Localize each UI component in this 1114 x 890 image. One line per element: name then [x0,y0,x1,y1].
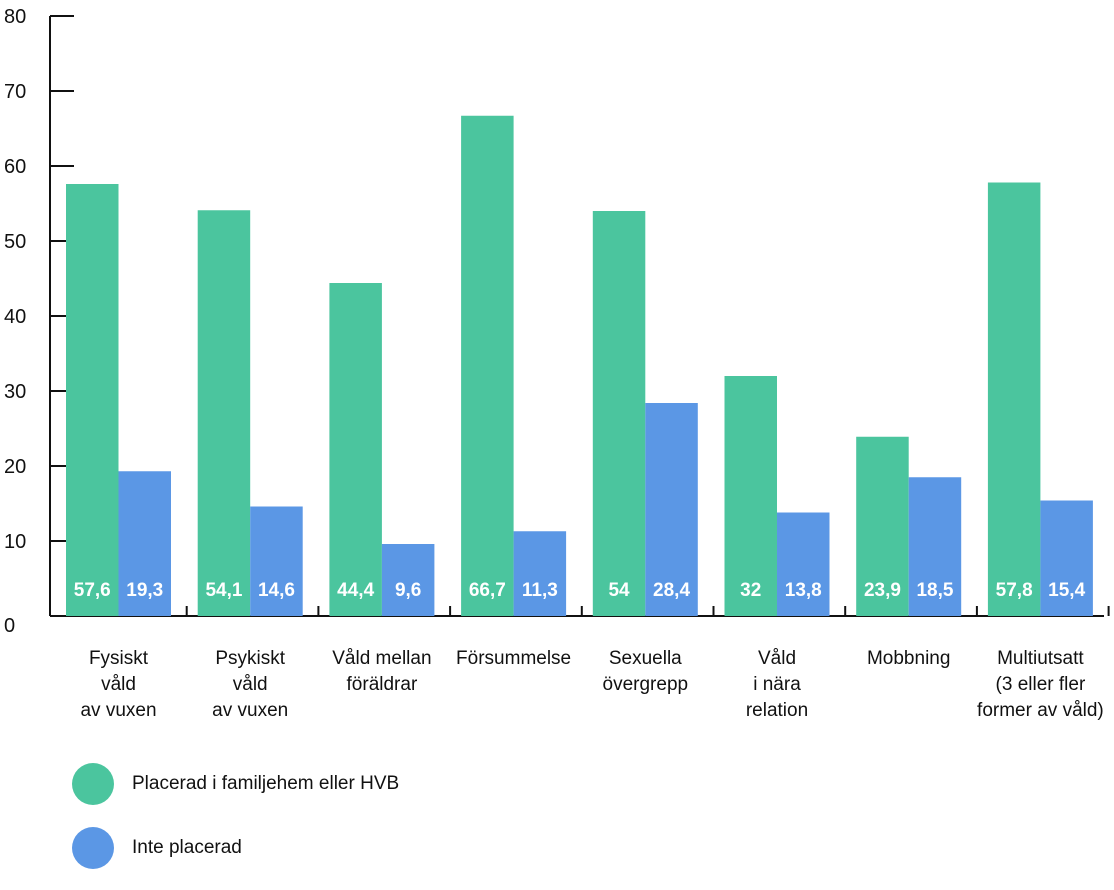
bar-inte-placerad-0 [118,471,171,616]
bar-inte-placerad-7 [1040,500,1093,616]
data-label: 11,3 [522,580,558,601]
legend-item-inte-placerad: Inte placerad [72,826,399,870]
bar-inte-placerad-4 [645,403,698,616]
category-label: våld [233,674,268,695]
legend-label-placerad: Placerad i familjehem eller HVB [132,773,400,794]
data-label: 54 [608,580,630,601]
y-tick-label: 40 [4,306,26,328]
legend: Placerad i familjehem eller HVB Inte pla… [72,762,399,890]
data-label: 44,4 [337,580,374,601]
y-tick-label: 20 [4,456,26,478]
category-label: (3 eller fler [996,674,1086,695]
legend-label-inte-placerad: Inte placerad [132,837,242,858]
bar-placerad-1 [197,210,251,616]
category-label: av vuxen [80,700,156,721]
bar-placerad-2 [329,283,382,616]
bar-inte-placerad-3 [513,531,567,616]
category-label: övergrepp [603,674,689,695]
bar-placerad-5 [724,376,777,616]
data-label: 54,1 [205,580,242,601]
category-label: Våld mellan [332,648,431,669]
y-tick-label: 50 [4,231,26,253]
category-label: Multiutsatt [997,648,1084,669]
data-label: 15,4 [1048,580,1085,601]
y-tick-label: 10 [4,531,26,553]
bar-placerad-7 [987,182,1041,616]
bar-placerad-4 [592,211,646,616]
category-label: Mobbning [867,648,950,669]
category-label: föräldrar [347,674,418,695]
category-label: av vuxen [212,700,288,721]
legend-swatch-placerad [72,763,114,805]
data-label: 57,6 [74,580,111,601]
data-label: 66,7 [469,580,506,601]
bar-inte-placerad-1 [250,506,303,616]
y-tick-label: 60 [4,156,26,178]
category-label: relation [746,700,808,721]
bar-placerad-0 [66,184,119,616]
legend-item-placerad: Placerad i familjehem eller HVB [72,762,399,806]
category-label: Sexuella [609,648,682,669]
data-label: 19,3 [126,580,163,601]
data-label: 13,8 [785,580,822,601]
category-label: Våld [758,648,796,669]
data-label: 28,4 [653,580,690,601]
legend-swatch-inte-placerad [72,827,114,869]
bar-inte-placerad-6 [908,477,962,616]
bar-placerad-6 [856,436,909,616]
category-label: former av våld) [977,700,1104,721]
data-label: 14,6 [258,580,295,601]
category-label: Försummelse [456,648,571,669]
category-label: våld [101,674,136,695]
data-label: 18,5 [916,580,953,601]
y-tick-label: 80 [4,6,26,28]
bar-chart: 0 10 20 30 40 50 60 70 80 57,6 54,1 44,4 66,7 54 32 23,… [4,6,1110,721]
y-tick-label: 30 [4,381,26,403]
data-label: 23,9 [864,580,901,601]
y-tick-label: 70 [4,81,26,103]
category-label: Fysiskt [89,648,149,669]
bar-inte-placerad-5 [777,512,830,616]
category-label: i nära [753,674,801,695]
data-label: 57,8 [996,580,1033,601]
bar-placerad-3 [461,115,514,616]
data-label: 32 [740,580,761,601]
category-label: Psykiskt [215,648,285,669]
y-tick-label: 0 [4,615,15,637]
data-label: 9,6 [395,580,421,601]
bar-inte-placerad-2 [381,544,435,616]
